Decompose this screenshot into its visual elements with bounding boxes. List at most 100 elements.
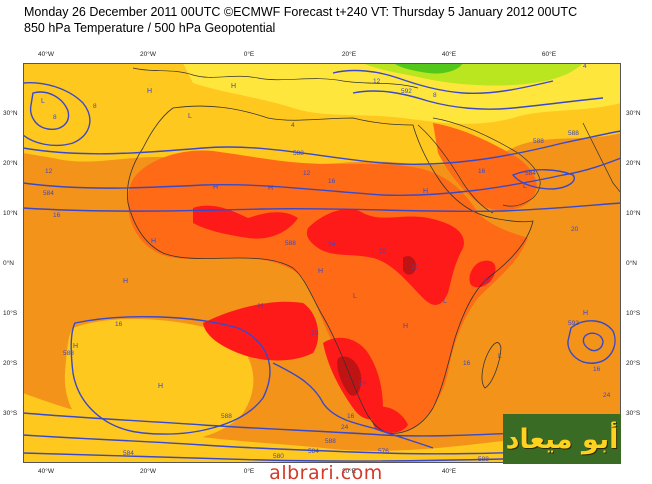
africa-coastline (126, 105, 534, 434)
temperature-band-hot (371, 406, 408, 433)
temperature-label: 8 (433, 92, 437, 99)
geopotential-line (23, 434, 621, 455)
geopotential-line (352, 90, 604, 110)
lon-tick-top: 40°W (38, 51, 54, 58)
lon-tick-top: 20°W (140, 51, 156, 58)
geopotential-line (23, 130, 621, 165)
geopotential-labels: 588 584 588 588 592 588 592 588 584 588 … (43, 88, 579, 463)
temperature-label: 24 (359, 380, 367, 387)
lat-tick-right: 30°N (626, 110, 641, 117)
temperature-label: 12 (303, 170, 311, 177)
high-pressure-marker: H (151, 238, 156, 245)
lat-tick-right: 0°N (626, 260, 637, 267)
lon-tick-bottom: 0°E (243, 468, 255, 475)
lat-tick-right: 10°N (626, 210, 641, 217)
geopotential-line (511, 169, 575, 190)
geopotential-contours (23, 69, 621, 462)
temperature-label: 16 (478, 168, 486, 175)
temperature-label: 8 (53, 114, 57, 121)
temperature-label: 16 (593, 366, 601, 373)
lat-tick-left: 20°N (3, 160, 18, 167)
temperature-label: 24 (603, 392, 611, 399)
lat-tick-right: 20°S (626, 360, 641, 367)
geopotential-line (582, 332, 604, 352)
temperature-label: 8 (93, 103, 97, 110)
weather-map: 588 584 588 588 592 588 592 588 584 588 … (23, 63, 621, 463)
high-pressure-marker: H (158, 383, 163, 390)
temperature-label: 20 (411, 264, 419, 271)
temperature-label: 16 (328, 178, 336, 185)
temperature-band-hottest (337, 356, 362, 396)
lon-tick-top: 40°E (441, 51, 457, 58)
temperature-band-mild (23, 81, 102, 154)
high-pressure-marker: H (318, 268, 323, 275)
lat-tick-left: 30°N (3, 110, 18, 117)
geopotential-label: 588 (221, 413, 232, 420)
temperature-label: 16 (53, 212, 61, 219)
lat-tick-left: 0°N (3, 260, 14, 267)
geopotential-label: 588 (285, 240, 296, 247)
temperature-label: 16 (347, 413, 355, 420)
temperature-label: 4 (583, 63, 587, 70)
lat-tick-left: 10°N (3, 210, 18, 217)
low-pressure-marker: L (523, 183, 527, 190)
temperature-band-mild (23, 393, 621, 463)
temperature-label: 20 (571, 226, 579, 233)
india-coastline (582, 122, 621, 194)
geopotential-line (272, 362, 434, 449)
temperature-label: 16 (463, 360, 471, 367)
lon-tick-bottom: 20°E (341, 468, 357, 475)
lon-tick-bottom: 40°W (38, 468, 54, 475)
low-pressure-marker: L (188, 113, 192, 120)
lat-tick-right: 10°S (626, 310, 641, 317)
geopotential-line (567, 320, 616, 364)
arabia-land (433, 123, 537, 211)
high-pressure-marker: H (268, 185, 273, 192)
lon-tick-top: 60°E (541, 51, 557, 58)
lat-tick-left: 20°S (3, 360, 18, 367)
temperature-band-hottest (403, 256, 417, 275)
lat-tick-right: 30°S (626, 410, 641, 417)
arabic-logo: أبو ميعاد (503, 414, 621, 464)
temperature-label: 24 (341, 424, 349, 431)
lat-tick-left: 10°S (3, 310, 18, 317)
geopotential-line (23, 157, 621, 196)
geopotential-label: 588 (568, 130, 579, 137)
high-pressure-marker: H (123, 278, 128, 285)
temperature-band-hot (306, 208, 464, 305)
geopotential-label: 588 (325, 438, 336, 445)
map-canvas: 588 584 588 588 592 588 592 588 584 588 … (23, 63, 621, 463)
geopotential-label: 580 (273, 453, 284, 460)
temperature-label: 20 (483, 278, 491, 285)
chart-title-line1: Monday 26 December 2011 00UTC ©ECMWF For… (24, 5, 578, 19)
high-pressure-marker: H (147, 88, 152, 95)
temperature-band-hot (203, 301, 319, 361)
pressure-centres: H H H H H H H H H H H H L L L L L H L (41, 83, 588, 390)
high-pressure-marker: H (583, 310, 588, 317)
europe-coastline (132, 67, 419, 89)
temperature-label: 20 (311, 330, 319, 337)
geopotential-line (23, 81, 91, 147)
lat-tick-left: 30°S (3, 410, 18, 417)
chart-title-line2: 850 hPa Temperature / 500 hPa Geopotenti… (24, 21, 276, 35)
high-pressure-marker: H (258, 303, 263, 310)
high-pressure-marker: H (423, 188, 428, 195)
high-pressure-marker: H (403, 323, 408, 330)
geopotential-label: 584 (525, 170, 536, 177)
temperature-label: 16 (115, 321, 123, 328)
temperature-label: 20 (379, 248, 387, 255)
high-pressure-marker: H (231, 83, 236, 90)
temperature-band-hot (469, 260, 496, 288)
low-pressure-marker: L (41, 98, 45, 105)
madagascar-coastline (481, 342, 502, 389)
geopotential-label: 588 (533, 138, 544, 145)
low-pressure-marker: L (353, 293, 357, 300)
temperature-label: 24 (328, 241, 336, 248)
lon-tick-top: 0°E (243, 51, 255, 58)
geopotential-label: 592 (568, 320, 579, 327)
temperature-label: 12 (45, 168, 53, 175)
geopotential-label: 576 (378, 448, 389, 455)
temperature-labels: 8 8 12 16 16 12 4 16 16 24 20 24 20 20 2… (45, 63, 611, 431)
geopotential-label: 584 (123, 450, 134, 457)
geopotential-line (29, 91, 70, 130)
